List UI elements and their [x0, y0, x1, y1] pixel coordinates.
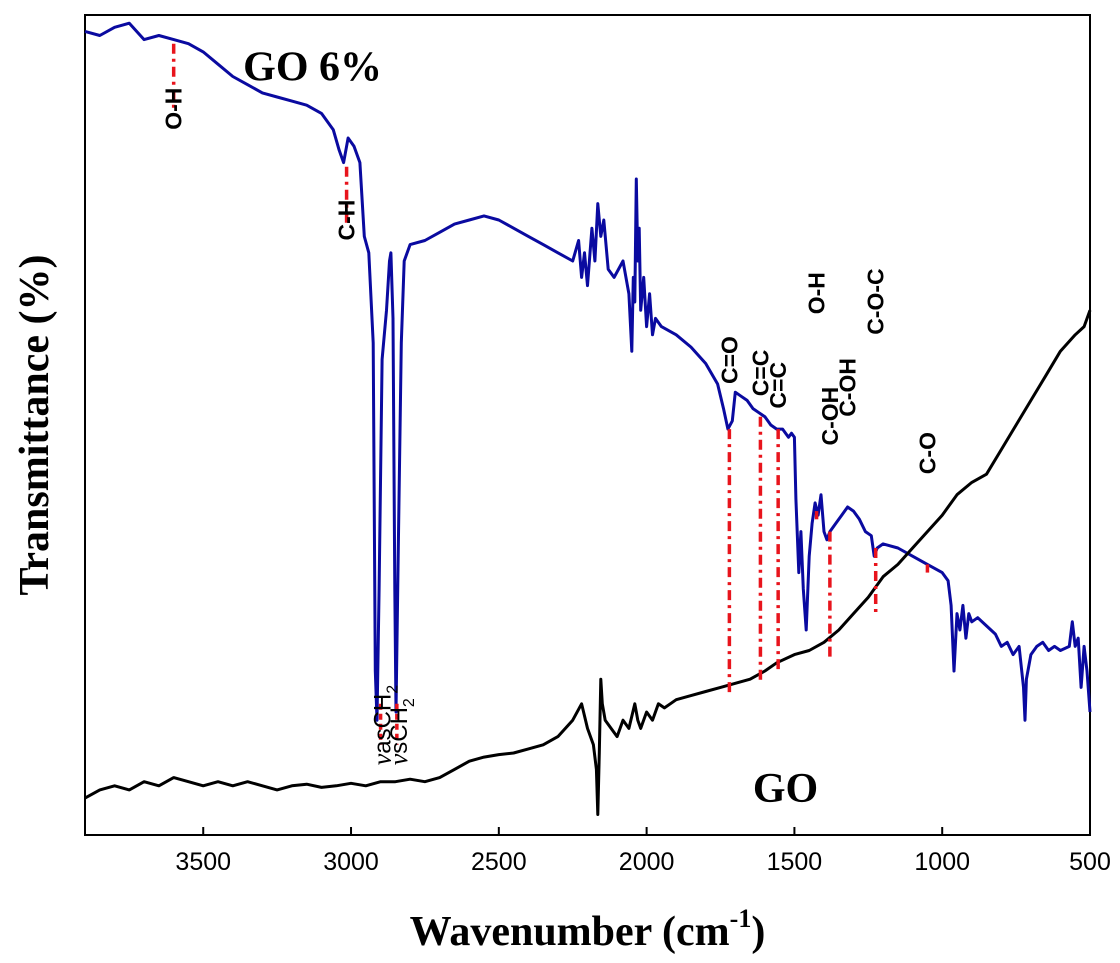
x-axis-title: Wavenumber (cm-1): [410, 904, 766, 955]
annotation-label: C-O: [914, 432, 940, 474]
series-label: GO: [753, 766, 818, 812]
annotation-label: O-H: [804, 272, 830, 314]
x-tick-label: 1500: [767, 848, 823, 876]
x-tick-label: 1000: [914, 848, 970, 876]
x-tick-label: 2500: [471, 848, 527, 876]
annotation-label: C-O-C: [863, 268, 889, 334]
series-line-go-6pct: [84, 21, 1092, 722]
vibration-label: νasCH2: [368, 685, 402, 766]
series-line-go: [84, 309, 1092, 816]
annotation-label: C=C: [765, 362, 791, 409]
annotation-label: C=O: [716, 336, 742, 384]
annotation-label: C-OH: [835, 358, 861, 417]
x-tick-label: 3000: [323, 848, 379, 876]
series-label: GO 6%: [243, 45, 382, 91]
y-axis-title: Transmittance (%): [12, 255, 58, 596]
annotation-label: C=C: [747, 350, 773, 397]
annotation-label: O-H: [161, 88, 187, 130]
x-tick-label: 500: [1069, 848, 1111, 876]
plot-frame: [84, 14, 1091, 836]
annotation-label: C-H: [334, 200, 360, 241]
annotation-label: C-OH: [817, 387, 843, 446]
x-tick-label: 3500: [175, 848, 231, 876]
vibration-label: νsCH2: [384, 698, 418, 765]
x-tick-label: 2000: [619, 848, 675, 876]
